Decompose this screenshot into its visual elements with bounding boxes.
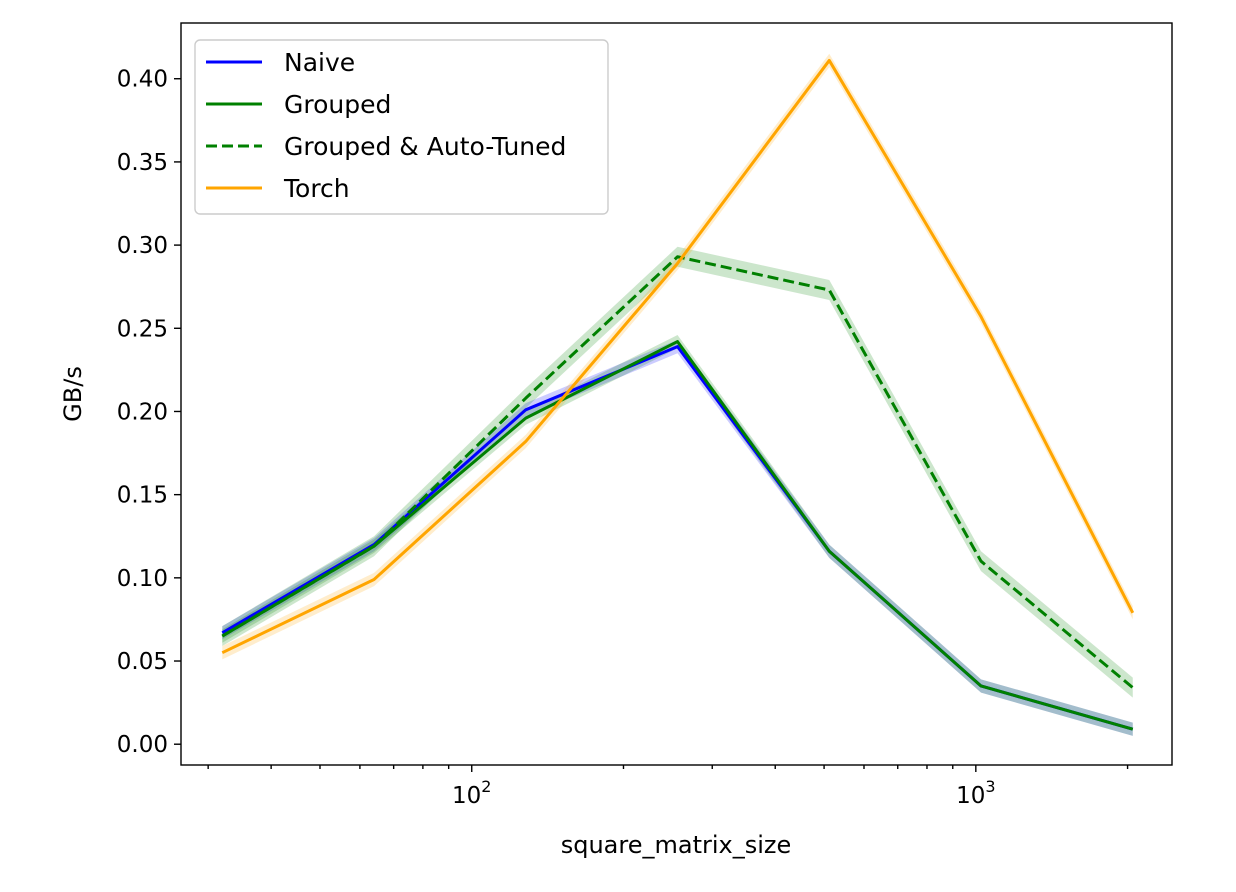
y-tick-label: 0.40 bbox=[117, 67, 168, 93]
legend-label-naive: Naive bbox=[284, 48, 355, 77]
y-axis: 0.00 0.05 0.10 0.15 0.20 0.25 0.30 0.35 0.40 bbox=[117, 67, 181, 758]
plot-frame bbox=[180, 22, 1173, 766]
y-tick-label: 0.00 bbox=[117, 732, 168, 758]
y-tick-label: 0.10 bbox=[117, 566, 168, 592]
legend-label-torch: Torch bbox=[283, 174, 350, 203]
legend: Naive Grouped Grouped & Auto-Tuned Torch bbox=[194, 39, 609, 215]
legend-box bbox=[194, 39, 609, 215]
y-axis-label: GB/s bbox=[59, 366, 87, 422]
y-tick-label: 0.15 bbox=[117, 483, 168, 509]
error-band-torch bbox=[222, 53, 1133, 660]
error-bands bbox=[222, 53, 1133, 736]
x-tick-label: 102 bbox=[452, 777, 491, 809]
x-axis: 102 103 bbox=[207, 765, 1129, 809]
legend-label-grouped: Grouped bbox=[284, 90, 391, 119]
y-tick-label: 0.25 bbox=[117, 316, 168, 342]
y-tick-label: 0.05 bbox=[117, 649, 168, 675]
y-tick-label: 0.30 bbox=[117, 233, 168, 259]
series-line-torch bbox=[221, 58, 1135, 655]
series-line-grouped-and-auto-tuned bbox=[221, 255, 1134, 689]
x-axis-label: square_matrix_size bbox=[561, 831, 792, 859]
x-tick-label: 103 bbox=[956, 777, 995, 809]
y-tick-label: 0.20 bbox=[117, 399, 168, 425]
series-lines bbox=[221, 58, 1135, 731]
legend-label-grouped-and-auto-tuned: Grouped & Auto-Tuned bbox=[284, 132, 566, 161]
y-tick-label: 0.35 bbox=[117, 150, 168, 176]
